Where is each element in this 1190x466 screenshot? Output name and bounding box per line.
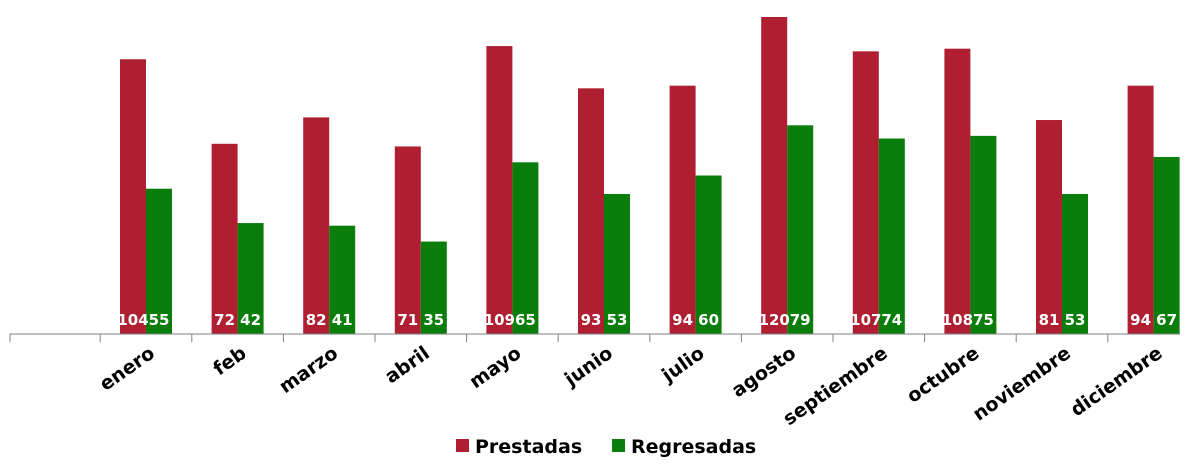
data-label-regresadas-diciembre: 67 (1156, 311, 1177, 329)
bar-prestadas-octubre (944, 48, 971, 334)
bar-regresadas-junio (604, 193, 630, 334)
bar-prestadas-noviembre (1036, 120, 1062, 335)
data-label-prestadas-abril: 71 (397, 311, 418, 329)
data-label-prestadas-diciembre: 94 (1130, 311, 1151, 329)
bar-prestadas-agosto (761, 17, 788, 334)
bar-regresadas-mayo (512, 162, 539, 334)
data-label-regresadas-octubre: 75 (973, 311, 994, 329)
bar-regresadas-feb (237, 223, 264, 334)
data-label-regresadas-abril: 35 (423, 311, 444, 329)
data-label-regresadas-enero: 55 (149, 311, 170, 329)
x-tick-label-noviembre: noviembre (969, 342, 1075, 425)
bar-prestadas-mayo (486, 46, 513, 334)
bar-prestadas-diciembre (1127, 85, 1154, 334)
data-label-regresadas-junio: 53 (607, 311, 628, 329)
legend-label-prestadas: Prestadas (475, 436, 582, 458)
legend-swatch-regresadas (612, 439, 625, 452)
legend-swatch-prestadas (456, 439, 469, 452)
data-label-regresadas-marzo: 41 (332, 311, 353, 329)
bar-prestadas-feb (211, 143, 238, 334)
data-label-prestadas-mayo: 109 (484, 311, 515, 329)
bar-prestadas-enero (120, 59, 146, 335)
legend: Prestadas Regresadas (456, 436, 756, 458)
data-label-prestadas-agosto: 120 (759, 311, 790, 329)
x-tick-label-julio: julio (657, 342, 708, 387)
data-label-regresadas-julio: 60 (698, 311, 719, 329)
data-labels-group: 104 55 72 42 82 41 71 35 109 65 93 53 94 60 120 79 107 74… (117, 311, 1177, 329)
bar-regresadas-abril (420, 241, 447, 334)
bar-prestadas-abril (394, 146, 421, 334)
x-tick-label-feb: feb (209, 342, 250, 380)
data-label-regresadas-agosto: 79 (790, 311, 811, 329)
data-label-prestadas-septiembre: 107 (850, 311, 881, 329)
x-tick-label-abril: abril (381, 342, 434, 388)
bar-regresadas-agosto (787, 125, 814, 334)
bars-group (120, 17, 1180, 335)
data-label-prestadas-julio: 94 (672, 311, 693, 329)
x-tick-label-enero: enero (96, 342, 159, 395)
x-axis-tick-labels: enero feb marzo abril mayo junio julio agostose… (96, 342, 1167, 430)
x-axis-ticks (9, 334, 1109, 342)
data-label-regresadas-noviembre: 53 (1065, 311, 1086, 329)
bar-regresadas-septiembre (878, 138, 905, 334)
bar-regresadas-octubre (970, 135, 997, 334)
x-tick-label-junio: junio (560, 342, 617, 391)
bar-prestadas-julio (669, 85, 696, 334)
bar-regresadas-enero (146, 188, 172, 334)
data-label-regresadas-septiembre: 74 (881, 311, 902, 329)
x-tick-label-diciembre: diciembre (1067, 342, 1167, 421)
bar-regresadas-noviembre (1062, 193, 1088, 334)
x-tick-label-marzo: marzo (275, 342, 342, 398)
bar-regresadas-marzo (329, 225, 356, 334)
bar-regresadas-julio (695, 175, 722, 334)
bar-prestadas-marzo (303, 117, 330, 334)
x-tick-label-octubre: octubre (903, 342, 983, 408)
bar-prestadas-septiembre (852, 51, 879, 334)
bar-prestadas-junio (578, 88, 604, 334)
data-label-regresadas-mayo: 65 (515, 311, 536, 329)
data-label-prestadas-junio: 93 (581, 311, 602, 329)
data-label-prestadas-marzo: 82 (306, 311, 327, 329)
x-tick-label-mayo: mayo (466, 342, 526, 393)
data-label-prestadas-feb: 72 (214, 311, 235, 329)
data-label-prestadas-noviembre: 81 (1039, 311, 1060, 329)
bar-regresadas-diciembre (1153, 157, 1180, 334)
data-label-prestadas-octubre: 108 (942, 311, 973, 329)
x-tick-label-agosto: agosto (728, 342, 800, 402)
legend-label-regresadas: Regresadas (631, 436, 756, 458)
data-label-regresadas-feb: 42 (240, 311, 261, 329)
data-label-prestadas-enero: 104 (117, 311, 148, 329)
